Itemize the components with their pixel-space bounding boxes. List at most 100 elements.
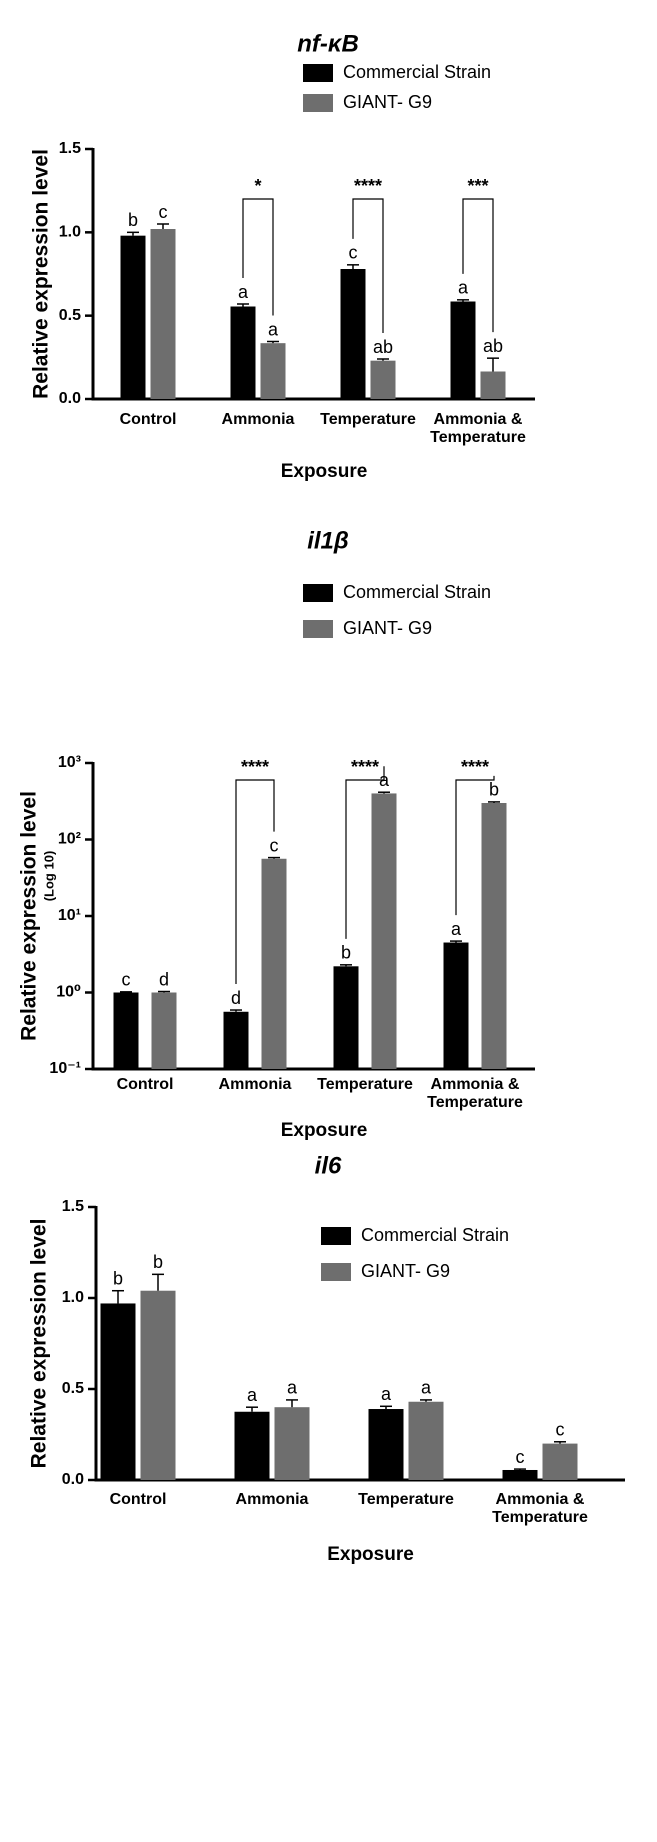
significance-bracket — [345, 766, 385, 939]
group-letter: b — [489, 780, 499, 800]
y-tick-label: 0.5 — [59, 307, 81, 324]
error-bar — [268, 856, 280, 859]
x-tick-label-box: Ammonia — [235, 1491, 309, 1508]
chart-title: il1β — [307, 527, 349, 554]
error-bar — [380, 1405, 392, 1410]
x-tick-label-box: Ammonia & Temperature — [492, 1491, 588, 1526]
error-bar — [514, 1468, 526, 1470]
bar — [234, 1411, 270, 1480]
x-tick-label: Ammonia & Temperature — [492, 1491, 588, 1526]
x-axis-label: Exposure — [281, 1120, 368, 1141]
x-tick-label: Ammonia & Temperature — [427, 1076, 523, 1111]
significance-label: **** — [461, 757, 489, 777]
legend-label: GIANT- G9 — [343, 618, 432, 638]
y-tick-label: 10⁻¹ — [49, 1060, 81, 1077]
bar — [450, 301, 476, 399]
bar — [230, 306, 256, 399]
y-tick-label: 0.5 — [62, 1380, 84, 1397]
x-tick-label: Temperature — [358, 1491, 454, 1508]
bar — [140, 1290, 176, 1480]
group-letter: c — [159, 202, 168, 222]
x-tick-label: Control — [109, 1491, 167, 1508]
y-axis-label: Relative expression level — [18, 791, 41, 1041]
chart-title: nf-κB — [297, 30, 359, 57]
group-letter: b — [128, 210, 138, 230]
x-tick-label-box: Temperature — [317, 1076, 413, 1093]
legend-swatch — [303, 620, 333, 638]
error-bar — [112, 1289, 124, 1304]
bar — [481, 803, 507, 1069]
significance-bracket — [235, 779, 275, 985]
group-letter: a — [421, 1378, 432, 1398]
y-axis-sublabel: (Log 10) — [41, 851, 56, 902]
error-bar — [488, 801, 500, 804]
x-tick-label-box: Temperature — [320, 411, 416, 428]
legend-swatch — [321, 1227, 351, 1245]
y-tick-label: 1.0 — [59, 224, 81, 241]
x-tick-label: Control — [116, 1076, 174, 1093]
group-letter: b — [153, 1252, 163, 1272]
significance-bracket — [242, 198, 274, 316]
error-bar — [286, 1399, 298, 1408]
bar — [223, 1011, 249, 1069]
group-letter: d — [159, 969, 169, 989]
y-tick-label: 0.0 — [59, 390, 81, 407]
y-tick-label: 10⁰ — [56, 984, 81, 1001]
error-bar — [158, 990, 170, 993]
significance-label: * — [254, 176, 261, 196]
bar — [368, 1409, 404, 1480]
group-letter: a — [381, 1384, 392, 1404]
x-tick-label-box: Temperature — [358, 1491, 454, 1508]
error-bar — [340, 964, 352, 967]
bar — [443, 942, 469, 1069]
error-bar — [246, 1406, 258, 1412]
error-bar — [127, 231, 139, 236]
error-bar — [120, 991, 132, 993]
error-bar — [230, 1009, 242, 1012]
significance-bracket — [462, 198, 494, 333]
legend-label: GIANT- G9 — [343, 92, 432, 112]
error-bar — [237, 303, 249, 307]
legend-label: Commercial Strain — [361, 1225, 509, 1245]
bar — [274, 1407, 310, 1480]
x-tick-label-box: Ammonia — [222, 411, 295, 428]
bar — [151, 992, 177, 1069]
group-letter: c — [516, 1447, 525, 1467]
group-letter: c — [270, 835, 279, 855]
group-letter: a — [451, 919, 462, 939]
bar — [120, 235, 146, 399]
x-axis-label: Exposure — [327, 1544, 414, 1565]
group-letter: a — [238, 282, 249, 302]
x-tick-label-box: Control — [119, 411, 177, 428]
bar — [150, 229, 176, 399]
group-letter: c — [349, 243, 358, 263]
error-bar — [420, 1399, 432, 1402]
y-axis-label: Relative expression level — [28, 1219, 51, 1469]
x-tick-label-box: Control — [109, 1491, 167, 1508]
bar — [333, 966, 359, 1069]
x-tick-label: Ammonia — [235, 1491, 309, 1508]
error-bar — [377, 358, 389, 361]
group-letter: a — [268, 319, 279, 339]
bar — [480, 371, 506, 399]
group-letter: b — [113, 1268, 123, 1288]
legend-swatch — [303, 64, 333, 82]
x-tick-label: Control — [119, 411, 177, 428]
error-bar — [487, 357, 499, 372]
bar — [370, 360, 396, 399]
bar — [371, 793, 397, 1069]
error-bar — [157, 223, 169, 229]
legend-label: Commercial Strain — [343, 582, 491, 602]
legend-label: Commercial Strain — [343, 62, 491, 82]
group-letter: c — [122, 970, 131, 990]
x-tick-label: Temperature — [320, 411, 416, 428]
significance-label: *** — [467, 176, 488, 196]
x-tick-label: Ammonia — [218, 1076, 292, 1093]
error-bar — [457, 299, 469, 302]
legend-label: GIANT- G9 — [361, 1261, 450, 1281]
y-tick-label: 10³ — [58, 754, 81, 771]
group-letter: d — [231, 988, 241, 1008]
legend-swatch — [303, 94, 333, 112]
error-bar — [152, 1273, 164, 1291]
